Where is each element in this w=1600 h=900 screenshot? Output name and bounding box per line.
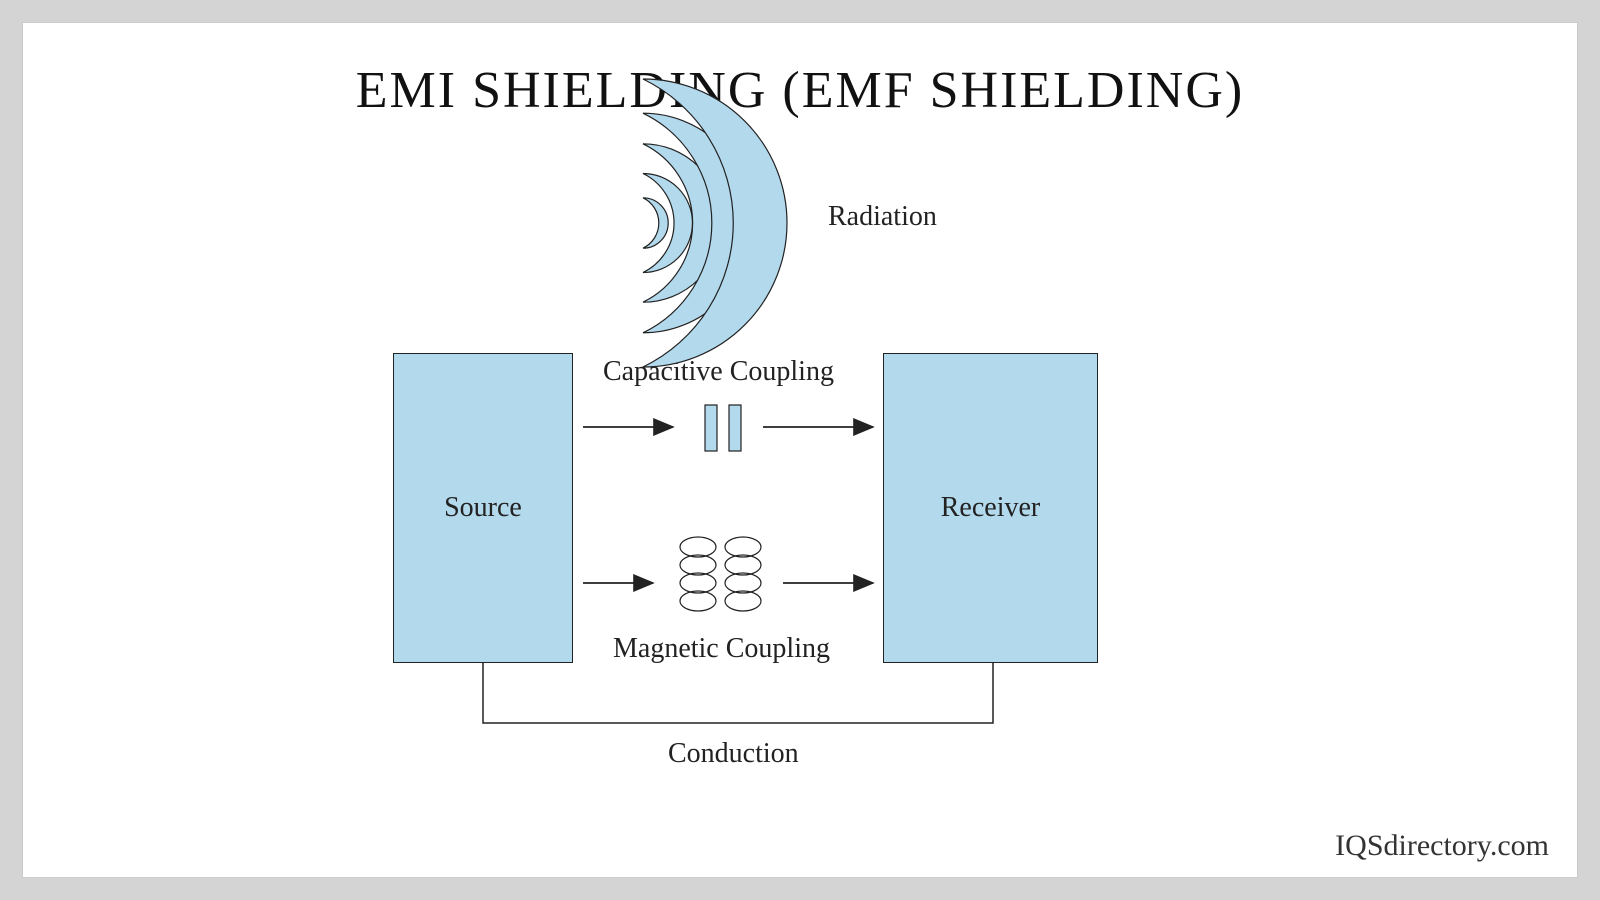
conduction-label: Conduction [668,738,799,770]
capacitive-coupling-label: Capacitive Coupling [603,356,834,388]
source-box: Source [393,353,573,663]
receiver-box: Receiver [883,353,1098,663]
source-label: Source [444,492,522,524]
radiation-label: Radiation [828,201,937,233]
diagram-title: EMI SHIELDING (EMF SHIELDING) [23,61,1577,120]
magnetic-coupling-label: Magnetic Coupling [613,633,830,665]
diagram-svg [23,23,1579,879]
diagram-frame: EMI SHIELDING (EMF SHIELDING) Source Rec… [22,22,1578,878]
attribution-text: IQSdirectory.com [1335,829,1549,863]
receiver-label: Receiver [941,492,1041,524]
